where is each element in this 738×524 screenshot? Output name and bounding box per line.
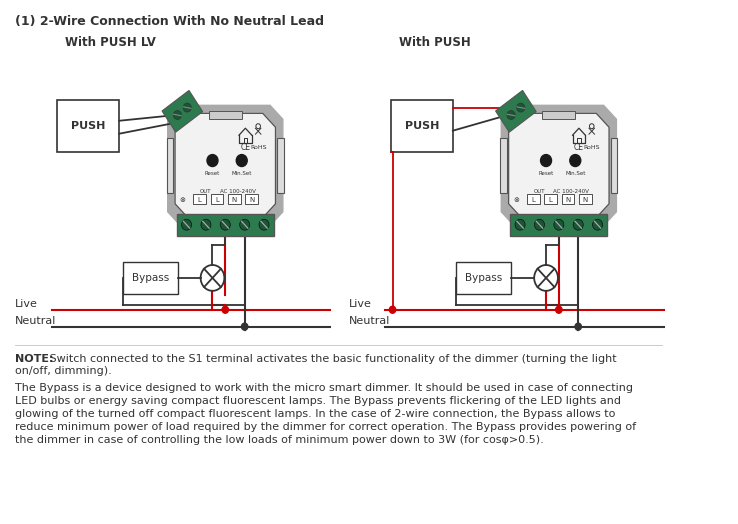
Text: RoHS: RoHS bbox=[584, 145, 600, 150]
Polygon shape bbox=[168, 105, 283, 226]
Text: OUT: OUT bbox=[200, 189, 211, 194]
Text: With PUSH: With PUSH bbox=[399, 36, 471, 49]
Circle shape bbox=[173, 111, 182, 119]
Bar bbox=[193, 194, 206, 204]
Bar bbox=[511, 214, 607, 236]
Text: Min.Set: Min.Set bbox=[232, 171, 252, 177]
Text: reduce minimum power of load required by the dimmer for correct operation. The B: reduce minimum power of load required by… bbox=[15, 422, 636, 432]
Bar bbox=[167, 138, 173, 193]
Polygon shape bbox=[501, 105, 616, 226]
Text: ⊗: ⊗ bbox=[513, 198, 519, 203]
Text: N: N bbox=[583, 198, 588, 203]
Text: Live: Live bbox=[348, 299, 371, 309]
Bar bbox=[390, 100, 453, 151]
Bar bbox=[209, 111, 242, 119]
Bar bbox=[246, 194, 258, 204]
Polygon shape bbox=[508, 113, 609, 218]
Text: CE: CE bbox=[574, 143, 584, 151]
Text: L: L bbox=[548, 198, 553, 203]
Text: L: L bbox=[198, 198, 201, 203]
Bar bbox=[277, 138, 284, 193]
Bar bbox=[500, 138, 507, 193]
Circle shape bbox=[236, 155, 247, 167]
Polygon shape bbox=[175, 113, 275, 218]
Text: With PUSH LV: With PUSH LV bbox=[66, 36, 156, 49]
Text: Reset: Reset bbox=[205, 171, 220, 177]
Text: AC 100-240V: AC 100-240V bbox=[220, 189, 255, 194]
Text: glowing of the turned off compact fluorescent lamps. In the case of 2-wire conne: glowing of the turned off compact fluore… bbox=[15, 409, 615, 419]
Text: N: N bbox=[232, 198, 237, 203]
Bar bbox=[210, 194, 224, 204]
Circle shape bbox=[220, 219, 230, 230]
Text: LED bulbs or energy saving compact fluorescent lamps. The Bypass prevents flicke: LED bulbs or energy saving compact fluor… bbox=[15, 396, 621, 406]
Circle shape bbox=[207, 155, 218, 167]
Text: Bypass: Bypass bbox=[465, 273, 503, 283]
Circle shape bbox=[259, 219, 269, 230]
Text: Reset: Reset bbox=[539, 171, 554, 177]
Circle shape bbox=[241, 323, 248, 330]
Text: L: L bbox=[531, 198, 535, 203]
Bar bbox=[496, 91, 537, 132]
Text: OUT: OUT bbox=[534, 189, 545, 194]
Text: Bypass: Bypass bbox=[131, 273, 169, 283]
Text: NOTE:: NOTE: bbox=[15, 354, 54, 364]
Circle shape bbox=[222, 306, 229, 313]
Text: PUSH: PUSH bbox=[71, 121, 106, 130]
Text: Min.Set: Min.Set bbox=[565, 171, 585, 177]
Circle shape bbox=[556, 306, 562, 313]
Circle shape bbox=[201, 219, 211, 230]
Text: N: N bbox=[249, 198, 255, 203]
Circle shape bbox=[573, 219, 583, 230]
Text: Live: Live bbox=[15, 299, 38, 309]
Bar bbox=[579, 194, 592, 204]
Circle shape bbox=[183, 103, 191, 112]
Text: L: L bbox=[215, 198, 219, 203]
Text: CE: CE bbox=[241, 143, 250, 151]
Circle shape bbox=[534, 219, 545, 230]
Circle shape bbox=[517, 103, 525, 112]
Bar bbox=[611, 138, 617, 193]
Bar bbox=[542, 111, 576, 119]
Circle shape bbox=[593, 219, 603, 230]
Bar bbox=[123, 262, 178, 294]
Bar bbox=[527, 194, 539, 204]
Text: (1) 2-Wire Connection With No Neutral Lead: (1) 2-Wire Connection With No Neutral Le… bbox=[15, 15, 324, 28]
Bar bbox=[177, 214, 274, 236]
Bar bbox=[228, 194, 241, 204]
Bar bbox=[57, 100, 120, 151]
Text: AC 100-240V: AC 100-240V bbox=[554, 189, 589, 194]
Text: ⊗: ⊗ bbox=[179, 198, 185, 203]
Bar bbox=[562, 194, 574, 204]
Circle shape bbox=[575, 323, 582, 330]
Circle shape bbox=[507, 111, 515, 119]
Text: Neutral: Neutral bbox=[348, 315, 390, 325]
Circle shape bbox=[515, 219, 525, 230]
Circle shape bbox=[240, 219, 249, 230]
Text: on/off, dimming).: on/off, dimming). bbox=[15, 366, 112, 376]
Text: PUSH: PUSH bbox=[404, 121, 439, 130]
Circle shape bbox=[540, 155, 551, 167]
Text: the dimmer in case of controlling the low loads of minimum power down to 3W (for: the dimmer in case of controlling the lo… bbox=[15, 435, 544, 445]
Circle shape bbox=[554, 219, 564, 230]
Text: Switch connected to the S1 terminal activates the basic functionality of the dim: Switch connected to the S1 terminal acti… bbox=[46, 354, 617, 364]
Bar bbox=[457, 262, 511, 294]
Text: N: N bbox=[565, 198, 570, 203]
Circle shape bbox=[570, 155, 581, 167]
Circle shape bbox=[182, 219, 192, 230]
Text: The Bypass is a device designed to work with the micro smart dimmer. It should b: The Bypass is a device designed to work … bbox=[15, 384, 633, 394]
Text: RoHS: RoHS bbox=[250, 145, 266, 150]
Text: Neutral: Neutral bbox=[15, 315, 57, 325]
Circle shape bbox=[390, 306, 396, 313]
Bar bbox=[162, 91, 203, 132]
Bar bbox=[544, 194, 557, 204]
